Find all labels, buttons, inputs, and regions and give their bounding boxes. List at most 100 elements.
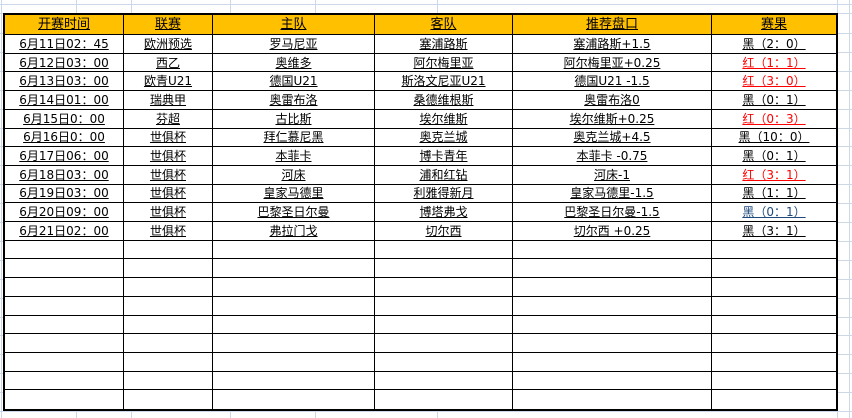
cell-home-team[interactable]: 本菲卡 (213, 147, 375, 166)
cell-away-team[interactable]: 奥克兰城 (375, 128, 513, 148)
header-cell-away[interactable]: 客队 (375, 15, 513, 35)
empty-cell[interactable] (375, 278, 513, 297)
empty-cell[interactable] (124, 334, 213, 353)
empty-cell[interactable] (124, 240, 213, 260)
header-cell-result[interactable]: 赛果 (712, 15, 836, 35)
cell-handicap[interactable]: 奥克兰城+4.5 (513, 128, 712, 148)
empty-cell[interactable] (375, 259, 513, 279)
cell-home-team[interactable]: 皇家马德里 (213, 184, 375, 204)
empty-cell[interactable] (5, 371, 124, 391)
header-cell-home[interactable]: 主队 (213, 15, 375, 35)
empty-cell[interactable] (124, 371, 213, 391)
cell-away-team[interactable]: 博卡青年 (375, 147, 513, 166)
empty-cell[interactable] (513, 352, 712, 372)
empty-cell[interactable] (375, 390, 513, 409)
cell-league[interactable]: 世俱杯 (124, 128, 213, 148)
cell-away-team[interactable]: 埃尔维斯 (375, 109, 513, 129)
empty-cell[interactable] (513, 240, 712, 260)
cell-league[interactable]: 瑞典甲 (124, 91, 213, 110)
empty-cell[interactable] (124, 390, 213, 409)
empty-cell[interactable] (5, 334, 124, 353)
empty-cell[interactable] (513, 296, 712, 316)
cell-time[interactable]: 6月17日06：00 (5, 147, 124, 166)
cell-result[interactable]: 黑（0：1） (712, 203, 836, 222)
empty-cell[interactable] (375, 334, 513, 353)
cell-handicap[interactable]: 埃尔维斯+0.25 (513, 109, 712, 129)
header-cell-league[interactable]: 联赛 (124, 15, 213, 35)
cell-time[interactable]: 6月13日03：00 (5, 72, 124, 92)
empty-cell[interactable] (213, 371, 375, 391)
empty-cell[interactable] (5, 240, 124, 260)
empty-cell[interactable] (375, 371, 513, 391)
empty-cell[interactable] (213, 352, 375, 372)
cell-time[interactable]: 6月18日03：00 (5, 165, 124, 185)
empty-cell[interactable] (213, 240, 375, 260)
cell-handicap[interactable]: 德国U21 -1.5 (513, 72, 712, 92)
empty-cell[interactable] (513, 315, 712, 335)
empty-cell[interactable] (124, 278, 213, 297)
cell-league[interactable]: 世俱杯 (124, 165, 213, 185)
empty-cell[interactable] (712, 353, 836, 372)
empty-cell[interactable] (712, 297, 836, 316)
empty-cell[interactable] (513, 334, 712, 353)
empty-cell[interactable] (375, 352, 513, 372)
empty-cell[interactable] (375, 296, 513, 316)
cell-home-team[interactable]: 古比斯 (213, 109, 375, 129)
cell-away-team[interactable]: 利雅得新月 (375, 184, 513, 204)
cell-home-team[interactable]: 德国U21 (213, 72, 375, 92)
empty-cell[interactable] (124, 259, 213, 279)
empty-cell[interactable] (124, 315, 213, 335)
empty-cell[interactable] (513, 390, 712, 409)
cell-handicap[interactable]: 本菲卡 -0.75 (513, 147, 712, 166)
cell-result[interactable]: 黑（2：0） (712, 35, 836, 54)
cell-time[interactable]: 6月11日02：45 (5, 35, 124, 54)
cell-result[interactable]: 红（3：0） (712, 72, 836, 92)
cell-time[interactable]: 6月15日0：00 (5, 109, 124, 129)
empty-cell[interactable] (712, 390, 836, 409)
cell-time[interactable]: 6月19日03：00 (5, 184, 124, 204)
cell-home-team[interactable]: 拜仁慕尼黑 (213, 128, 375, 148)
empty-cell[interactable] (712, 259, 836, 279)
empty-cell[interactable] (712, 241, 836, 260)
cell-league[interactable]: 世俱杯 (124, 184, 213, 204)
cell-away-team[interactable]: 博塔弗戈 (375, 203, 513, 222)
empty-cell[interactable] (712, 278, 836, 297)
cell-result[interactable]: 红（1：1） (712, 54, 836, 73)
empty-cell[interactable] (213, 259, 375, 279)
cell-league[interactable]: 世俱杯 (124, 222, 213, 241)
cell-league[interactable]: 欧洲预选 (124, 35, 213, 54)
empty-cell[interactable] (5, 315, 124, 335)
cell-league[interactable]: 西乙 (124, 53, 213, 73)
cell-handicap[interactable]: 巴黎圣日尔曼-1.5 (513, 203, 712, 222)
cell-time[interactable]: 6月20日09：00 (5, 203, 124, 222)
cell-result[interactable]: 红（0：3） (712, 110, 836, 129)
empty-cell[interactable] (124, 296, 213, 316)
empty-cell[interactable] (5, 390, 124, 409)
empty-cell[interactable] (513, 278, 712, 297)
cell-result[interactable]: 黑（3：1） (712, 222, 836, 241)
cell-home-team[interactable]: 河床 (213, 165, 375, 185)
cell-away-team[interactable]: 阿尔梅里亚 (375, 53, 513, 73)
cell-league[interactable]: 芬超 (124, 109, 213, 129)
cell-away-team[interactable]: 桑德维根斯 (375, 91, 513, 110)
cell-handicap[interactable]: 塞浦路斯+1.5 (513, 35, 712, 54)
cell-result[interactable]: 黑（0：1） (712, 91, 836, 110)
cell-time[interactable]: 6月16日0：00 (5, 128, 124, 148)
cell-result[interactable]: 红（3：1） (712, 166, 836, 185)
empty-cell[interactable] (513, 259, 712, 279)
cell-handicap[interactable]: 奥雷布洛0 (513, 91, 712, 110)
cell-result[interactable]: 黑（1：1） (712, 185, 836, 204)
cell-league[interactable]: 世俱杯 (124, 147, 213, 166)
empty-cell[interactable] (5, 352, 124, 372)
cell-league[interactable]: 欧青U21 (124, 72, 213, 92)
empty-cell[interactable] (712, 334, 836, 353)
empty-cell[interactable] (5, 278, 124, 297)
cell-away-team[interactable]: 切尔西 (375, 222, 513, 241)
empty-cell[interactable] (213, 296, 375, 316)
cell-home-team[interactable]: 罗马尼亚 (213, 35, 375, 54)
cell-result[interactable]: 黑（10：0） (712, 129, 836, 148)
cell-handicap[interactable]: 切尔西 +0.25 (513, 222, 712, 241)
cell-handicap[interactable]: 河床-1 (513, 165, 712, 185)
empty-cell[interactable] (124, 352, 213, 372)
empty-cell[interactable] (375, 240, 513, 260)
